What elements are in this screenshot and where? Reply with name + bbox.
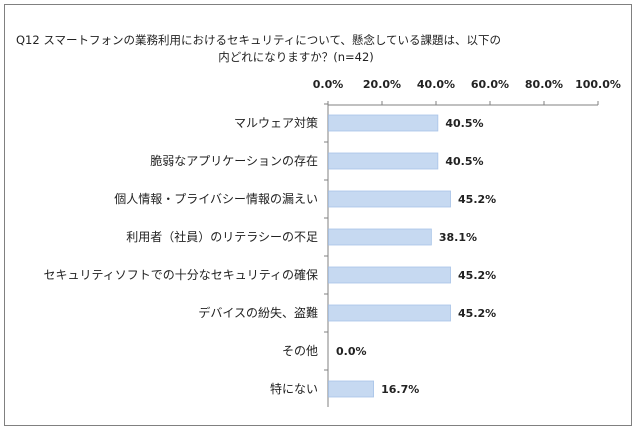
category-label: セキュリティソフトでの十分なセキュリティの確保 [43, 267, 318, 282]
category-label: 利用者（社員）のリテラシーの不足 [126, 229, 318, 244]
data-label: 38.1% [439, 231, 477, 244]
data-label: 45.2% [458, 269, 496, 282]
x-tick-label: 40.0% [417, 78, 455, 91]
bar [328, 152, 439, 170]
bar [328, 304, 451, 322]
category-label: その他 [282, 344, 318, 358]
x-tick-label: 100.0% [575, 78, 621, 91]
chart-title-line1: Q12 スマートフォンの業務利用におけるセキュリティについて、懸念している課題は… [16, 33, 502, 47]
category-label: 脆弱なアプリケーションの存在 [150, 153, 318, 168]
category-label: 個人情報・プライバシー情報の漏えい [114, 192, 318, 206]
bar [328, 266, 451, 284]
chart-title: Q12 スマートフォンの業務利用におけるセキュリティについて、懸念している課題は… [16, 32, 576, 66]
data-label: 40.5% [445, 117, 483, 130]
category-label: マルウェア対策 [234, 116, 318, 130]
x-tick-label: 60.0% [471, 78, 509, 91]
x-tick-label: 80.0% [525, 78, 563, 91]
x-tick-label: 0.0% [313, 78, 344, 91]
data-label: 16.7% [381, 383, 419, 396]
bar [328, 190, 451, 208]
bar [328, 380, 374, 398]
data-label: 45.2% [458, 307, 496, 320]
bar [328, 114, 439, 132]
bar [328, 228, 432, 246]
category-label: 特にない [270, 381, 318, 396]
chart-frame [4, 4, 632, 426]
data-label: 0.0% [336, 345, 367, 358]
category-label: デバイスの紛失、盗難 [198, 305, 318, 320]
x-tick-label: 20.0% [363, 78, 401, 91]
data-label: 45.2% [458, 193, 496, 206]
chart-title-line2: 内どれになりますか？(n=42) [218, 50, 374, 64]
data-label: 40.5% [445, 155, 483, 168]
